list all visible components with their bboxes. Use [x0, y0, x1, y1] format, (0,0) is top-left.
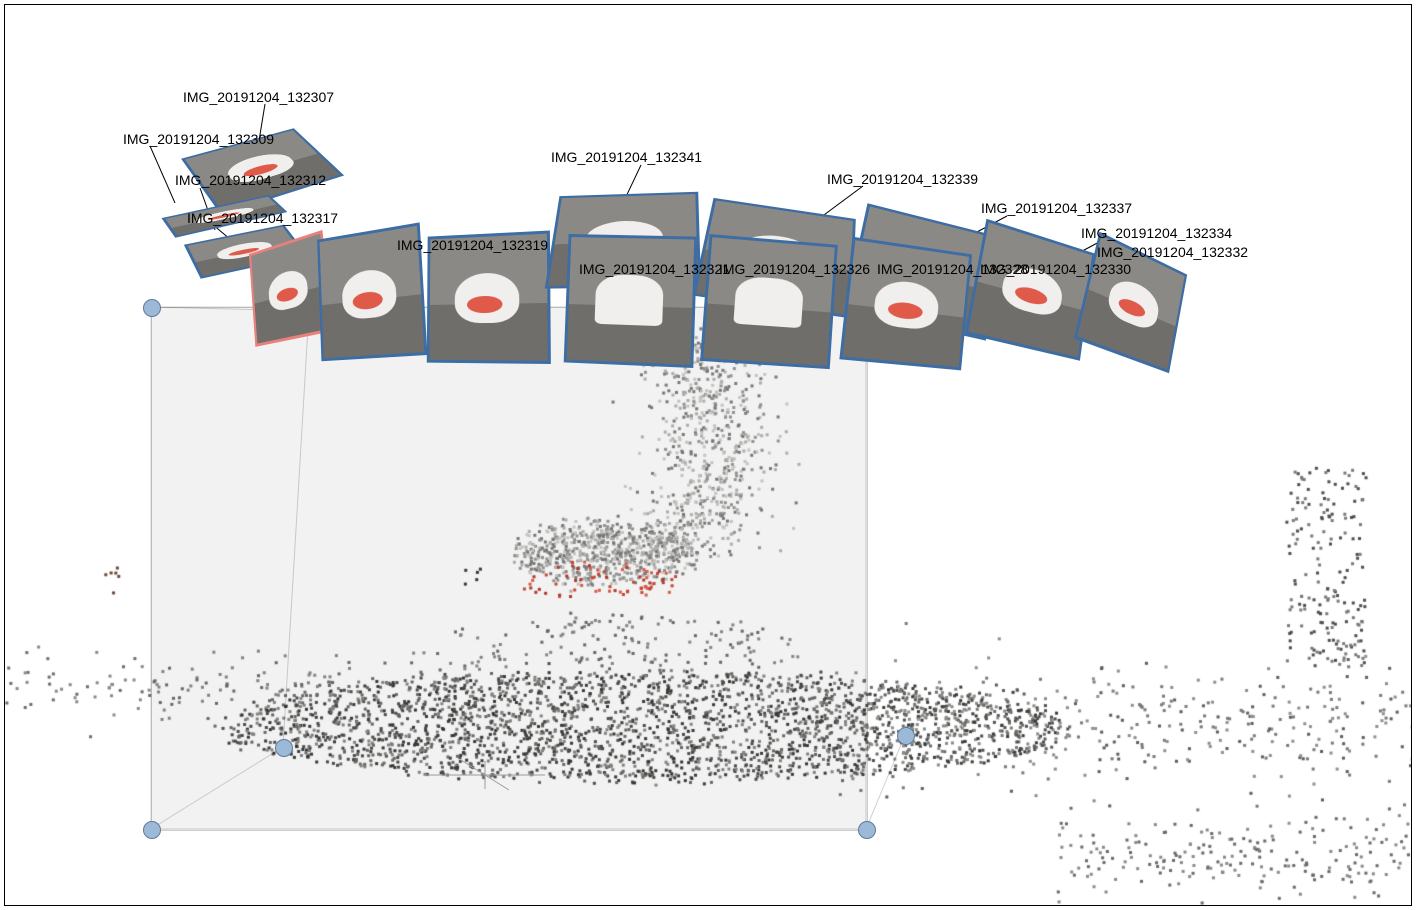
camera-thumbnail-image[interactable] [317, 222, 427, 361]
camera-thumbnail-image[interactable] [427, 230, 551, 364]
bbox-handle[interactable] [143, 821, 161, 839]
camera-thumbnail[interactable] [839, 237, 972, 371]
bbox-handle[interactable] [897, 727, 915, 745]
camera-thumbnail[interactable] [700, 234, 838, 369]
bbox-front-face[interactable] [151, 307, 868, 831]
bbox-handle[interactable] [143, 299, 161, 317]
camera-thumbnail[interactable] [317, 222, 427, 361]
bbox-handle[interactable] [858, 821, 876, 839]
viewport-3d[interactable]: IMG_20191204_132307IMG_20191204_132309IM… [4, 4, 1412, 906]
bbox-handle[interactable] [275, 739, 293, 757]
camera-thumbnail[interactable] [427, 230, 551, 364]
camera-thumbnail-image[interactable] [839, 237, 972, 371]
camera-thumbnail-image[interactable] [564, 234, 698, 368]
camera-thumbnail[interactable] [564, 234, 698, 368]
camera-thumbnail-image[interactable] [700, 234, 838, 369]
